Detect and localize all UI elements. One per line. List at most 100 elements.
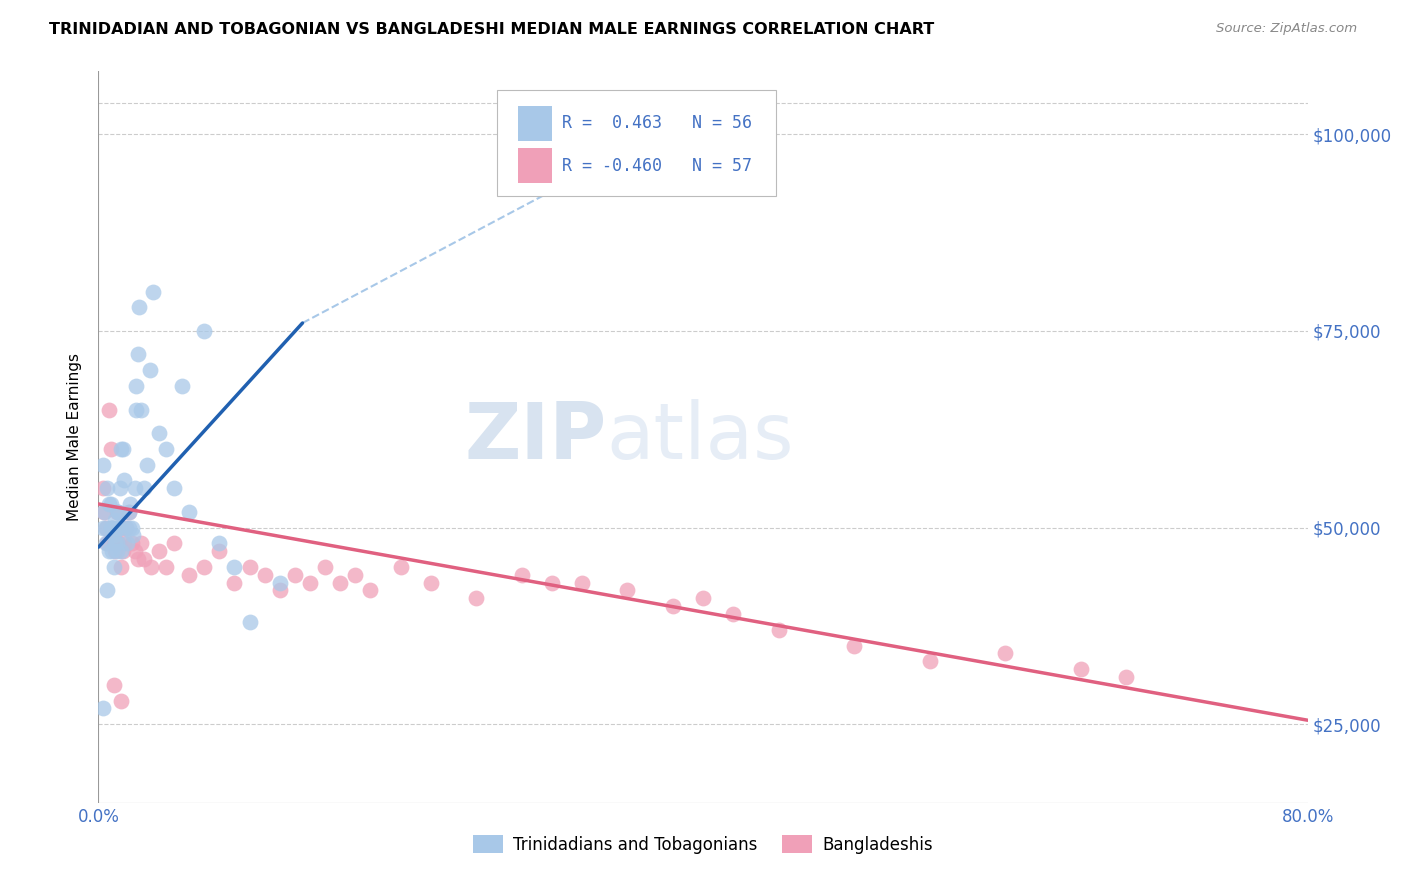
Point — [129, 402, 152, 417]
Point — [124, 481, 146, 495]
Point — [329, 575, 352, 590]
Point — [118, 520, 141, 534]
Point — [108, 481, 131, 495]
Point — [108, 520, 131, 534]
Text: TRINIDADIAN AND TOBAGONIAN VS BANGLADESHI MEDIAN MALE EARNINGS CORRELATION CHART: TRINIDADIAN AND TOBAGONIAN VS BANGLADESH… — [49, 22, 935, 37]
Point — [121, 520, 143, 534]
Point — [208, 536, 231, 550]
Point — [723, 607, 745, 621]
Point — [100, 520, 122, 534]
Point — [661, 599, 683, 614]
Point — [114, 520, 136, 534]
Point — [269, 575, 291, 590]
Point — [129, 536, 152, 550]
Point — [692, 591, 714, 606]
Point — [105, 544, 128, 558]
Point — [110, 544, 132, 558]
Point — [112, 473, 135, 487]
Point — [269, 583, 291, 598]
Point — [844, 639, 866, 653]
Point — [110, 442, 132, 456]
Point — [616, 583, 638, 598]
Point — [94, 520, 117, 534]
Point — [155, 442, 177, 456]
Point — [93, 505, 115, 519]
Point — [98, 497, 121, 511]
Point — [239, 615, 262, 629]
Point — [1070, 662, 1092, 676]
Point — [121, 536, 143, 550]
Point — [107, 536, 129, 550]
Point — [127, 552, 149, 566]
Point — [111, 442, 134, 456]
Point — [96, 583, 118, 598]
Point — [128, 301, 150, 315]
Point — [108, 520, 131, 534]
Point — [540, 575, 562, 590]
Point — [179, 505, 201, 519]
Point — [193, 559, 215, 574]
Point — [125, 379, 148, 393]
Point — [96, 481, 118, 495]
Point — [465, 591, 488, 606]
Point — [98, 402, 121, 417]
Point — [163, 536, 186, 550]
Point — [100, 442, 122, 456]
Point — [142, 285, 165, 299]
Point — [107, 505, 129, 519]
Point — [112, 536, 135, 550]
Point — [91, 458, 114, 472]
Point — [148, 426, 170, 441]
Point — [94, 536, 117, 550]
Legend: Trinidadians and Tobagonians, Bangladeshis: Trinidadians and Tobagonians, Bangladesh… — [467, 829, 939, 860]
Point — [224, 559, 246, 574]
Text: R = -0.460   N = 57: R = -0.460 N = 57 — [561, 157, 752, 175]
Point — [299, 575, 322, 590]
Point — [918, 654, 941, 668]
Point — [103, 528, 125, 542]
Point — [148, 544, 170, 558]
Text: atlas: atlas — [606, 399, 794, 475]
Point — [170, 379, 193, 393]
Point — [96, 536, 118, 550]
Point — [118, 505, 141, 519]
Text: Source: ZipAtlas.com: Source: ZipAtlas.com — [1216, 22, 1357, 36]
Point — [115, 536, 138, 550]
FancyBboxPatch shape — [498, 90, 776, 195]
Point — [420, 575, 443, 590]
Y-axis label: Median Male Earnings: Median Male Earnings — [67, 353, 83, 521]
Point — [103, 559, 125, 574]
Point — [193, 324, 215, 338]
Text: R =  0.463   N = 56: R = 0.463 N = 56 — [561, 114, 752, 132]
Bar — [517, 148, 553, 183]
Point — [91, 520, 114, 534]
Point — [132, 481, 155, 495]
Point — [125, 402, 148, 417]
Point — [163, 481, 186, 495]
Point — [224, 575, 246, 590]
Point — [141, 559, 163, 574]
Text: ZIP: ZIP — [464, 399, 606, 475]
Point — [1115, 670, 1137, 684]
Point — [105, 536, 128, 550]
Point — [101, 520, 124, 534]
Point — [93, 505, 115, 519]
Point — [104, 536, 127, 550]
Point — [114, 520, 136, 534]
Point — [510, 567, 533, 582]
Point — [104, 513, 127, 527]
Point — [111, 544, 134, 558]
Point — [127, 347, 149, 361]
Point — [253, 567, 276, 582]
Point — [389, 559, 412, 574]
Point — [122, 528, 145, 542]
Point — [118, 505, 141, 519]
Point — [98, 544, 121, 558]
Point — [284, 567, 307, 582]
Point — [239, 559, 262, 574]
Point — [105, 520, 128, 534]
Point — [314, 559, 336, 574]
Point — [344, 567, 367, 582]
Point — [91, 481, 114, 495]
Point — [101, 544, 124, 558]
